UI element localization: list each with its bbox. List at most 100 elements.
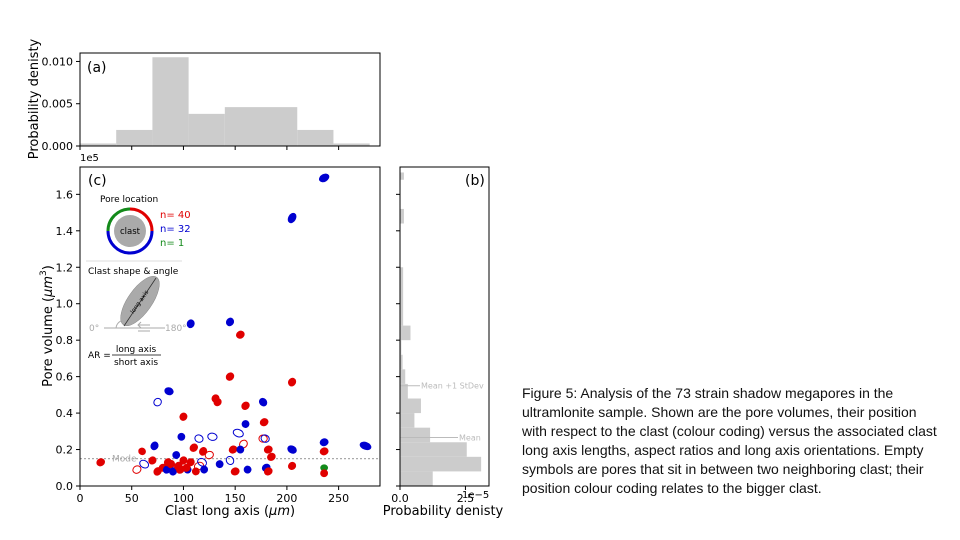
panel-c-ytick-label: 1.6 bbox=[56, 188, 74, 201]
panel-a-bar bbox=[297, 129, 334, 146]
scatter-point bbox=[191, 467, 200, 476]
scatter-point bbox=[263, 445, 273, 454]
scatter-point bbox=[320, 469, 329, 478]
pore-location-legend: Pore location clast n= 40 n= 32 n= 1 bbox=[86, 195, 191, 262]
shape-ellipse bbox=[120, 276, 160, 326]
scatter-point bbox=[236, 330, 245, 339]
scatter-point bbox=[194, 434, 204, 443]
panel-c-yticks: 0.0 0.2 0.4 0.6 0.8 1.0 1.2 1.4 1.6 bbox=[56, 188, 80, 493]
panel-b-bar bbox=[400, 398, 421, 414]
shape-title: Clast shape & angle bbox=[88, 267, 179, 277]
panel-b-bar bbox=[400, 340, 402, 355]
scatter-point bbox=[172, 451, 181, 459]
panel-b: Mean Mean +1 StDev (b) 0.0 2.5 1e−5 Proba… bbox=[383, 166, 504, 519]
angle-arrow-icon bbox=[137, 321, 150, 332]
panel-a-ytick-label: 0.000 bbox=[42, 140, 74, 153]
panel-a-frame bbox=[79, 52, 381, 147]
panel-b-ytick-marks bbox=[396, 193, 400, 487]
scatter-point bbox=[288, 377, 297, 387]
panel-a-bar bbox=[188, 113, 225, 146]
panel-c: Mode (c) 1e5 0.0 0.2 0.4 0.6 0.8 1.0 1.2 1.4 1.6… bbox=[39, 153, 381, 519]
scatter-point bbox=[318, 173, 330, 183]
panel-a: (a) 0.000 0.005 0.010 Probability denisty bbox=[27, 38, 381, 159]
scatter-point bbox=[263, 467, 273, 476]
count-green: n= 1 bbox=[160, 238, 184, 249]
scatter-point bbox=[228, 445, 238, 454]
scatter-point bbox=[236, 445, 245, 454]
count-blue: n= 32 bbox=[160, 224, 191, 235]
panel-a-bar bbox=[152, 57, 189, 146]
scatter-point bbox=[225, 455, 235, 466]
panel-c-ytick-label: 0.6 bbox=[56, 371, 74, 384]
scatter-point bbox=[259, 418, 269, 427]
panel-a-xtick-marks bbox=[79, 146, 340, 150]
panel-c-xtick-label: 200 bbox=[276, 492, 297, 505]
scatter-point bbox=[96, 458, 106, 467]
scatter-point bbox=[215, 460, 224, 469]
panel-b-bar bbox=[400, 442, 467, 457]
ar-label: AR = bbox=[88, 351, 111, 361]
scatter-point bbox=[287, 445, 297, 454]
scatter-point bbox=[150, 441, 159, 451]
scatter-point bbox=[243, 465, 252, 474]
panel-c-y-multiplier: 1e5 bbox=[80, 153, 99, 164]
panel-b-bar bbox=[400, 172, 404, 180]
panel-b-frame bbox=[399, 166, 490, 487]
panel-b-bars bbox=[400, 172, 482, 486]
scatter-point bbox=[359, 441, 372, 451]
panel-c-ytick-label: 0.8 bbox=[56, 334, 74, 347]
panel-b-bar bbox=[400, 427, 431, 443]
panel-b-x-multiplier: 1e−5 bbox=[462, 490, 489, 501]
scatter-point bbox=[319, 438, 329, 447]
panel-c-xtick-label: 250 bbox=[328, 492, 349, 505]
scatter-point bbox=[319, 447, 329, 456]
scatter-point bbox=[200, 465, 209, 474]
panel-b-bar bbox=[400, 267, 404, 326]
scatter-point bbox=[258, 397, 268, 407]
panel-c-label: (c) bbox=[88, 173, 107, 189]
scatter-point bbox=[189, 443, 198, 452]
panel-c-xtick-label: 150 bbox=[225, 492, 246, 505]
panel-b-bar bbox=[400, 456, 482, 472]
arc-green bbox=[106, 207, 131, 232]
mode-label: Mode bbox=[112, 455, 137, 465]
panel-c-xticks: 0 50 100 150 200 250 bbox=[77, 486, 349, 505]
clast-label: clast bbox=[120, 227, 141, 237]
panel-b-bar bbox=[400, 471, 433, 486]
panel-c-ytick-label: 0.2 bbox=[56, 444, 74, 457]
scatter-point bbox=[177, 432, 186, 441]
scatter-point bbox=[207, 432, 218, 441]
angle-end: 180° bbox=[165, 324, 187, 334]
panel-c-xlabel: Clast long axis (μm) bbox=[165, 504, 295, 519]
panel-c-ytick-label: 1.0 bbox=[56, 298, 74, 311]
panel-c-background bbox=[80, 167, 380, 486]
panel-b-bar bbox=[400, 383, 408, 399]
clast-circle bbox=[114, 215, 146, 247]
panel-a-bar bbox=[80, 143, 117, 146]
scatter-point bbox=[179, 412, 188, 421]
scatter-point bbox=[232, 428, 244, 438]
scatter-point bbox=[225, 372, 235, 381]
scatter-point bbox=[153, 397, 162, 407]
panel-b-bar bbox=[400, 369, 406, 384]
scatter-point bbox=[163, 458, 172, 467]
panel-b-bar bbox=[400, 208, 404, 224]
scatter-point bbox=[225, 317, 235, 327]
scatter-point bbox=[241, 420, 250, 428]
panel-c-ytick-label: 0.0 bbox=[56, 480, 74, 493]
ar-numerator: long axis bbox=[116, 345, 157, 355]
scatter-point bbox=[287, 461, 297, 470]
scatter-point bbox=[287, 212, 297, 224]
scatter-point bbox=[138, 447, 146, 456]
scatter-point bbox=[197, 457, 208, 467]
scatter-point bbox=[213, 398, 222, 407]
panel-c-xtick-label: 100 bbox=[173, 492, 194, 505]
panel-c-frame bbox=[79, 166, 381, 487]
panel-a-ytick-label: 0.010 bbox=[42, 55, 74, 68]
panel-b-xticks: 0.0 2.5 bbox=[391, 486, 474, 505]
scatter-point bbox=[148, 456, 157, 465]
ar-denominator: short axis bbox=[114, 358, 158, 368]
long-axis-line bbox=[123, 277, 157, 327]
angle-start: 0° bbox=[89, 324, 99, 334]
